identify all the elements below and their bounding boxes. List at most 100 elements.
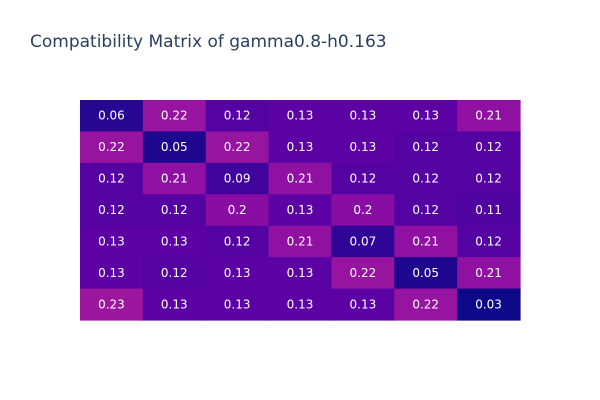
heatmap-cell-r5-c5: [331, 225, 395, 258]
heatmap-cell-r2-c7: [457, 131, 521, 164]
heatmap-cell-r5-c3: [205, 225, 270, 258]
heatmap-cell-label-r3-c7: 0.12: [475, 172, 502, 186]
heatmap-cell-r1-c2: [142, 100, 207, 133]
heatmap-cell-label-r2-c2: 0.05: [161, 140, 188, 154]
heatmap-cell-r4-c6: [394, 194, 458, 227]
heatmap-cell-r3-c6: [394, 162, 458, 195]
heatmap-cell-r2-c4: [268, 131, 333, 164]
heatmap-cell-r4-c3: [205, 194, 270, 227]
heatmap-cell-r3-c7: [457, 162, 521, 195]
heatmap-cell-r1-c6: [394, 100, 458, 133]
heatmap-cell-r2-c3: [205, 131, 270, 164]
heatmap-cell-r4-c1: [80, 194, 144, 227]
heatmap-cell-r1-c4: [268, 100, 333, 133]
heatmap-cell-r6-c3: [205, 257, 270, 290]
heatmap-cell-label-r1-c5: 0.13: [350, 109, 377, 123]
heatmap-cell-r2-c1: [80, 131, 144, 164]
heatmap-cell-label-r2-c1: 0.22: [98, 140, 125, 154]
chart-title: Compatibility Matrix of gamma0.8-h0.163: [30, 32, 387, 52]
heatmap-cell-label-r5-c7: 0.12: [475, 234, 502, 248]
heatmap-cell-r4-c4: [268, 194, 333, 227]
heatmap-cell-label-r3-c3: 0.09: [224, 172, 251, 186]
heatmap-cell-label-r6-c3: 0.13: [224, 266, 251, 280]
heatmap-cell-r5-c4: [268, 225, 333, 258]
heatmap-cell-label-r3-c6: 0.12: [412, 172, 439, 186]
heatmap-cell-r7-c6: [394, 288, 458, 321]
heatmap-cell-label-r6-c6: 0.05: [412, 266, 439, 280]
heatmap-cell-label-r7-c7: 0.03: [475, 297, 502, 311]
heatmap-cell-r7-c3: [205, 288, 270, 321]
heatmap-cell-label-r2-c4: 0.13: [287, 140, 314, 154]
heatmap-cell-label-r4-c1: 0.12: [98, 203, 125, 217]
heatmap-cell-label-r7-c4: 0.13: [287, 297, 314, 311]
heatmap-cell-label-r7-c3: 0.13: [224, 297, 251, 311]
heatmap-cell-label-r5-c5: 0.07: [350, 234, 377, 248]
heatmap-cell-label-r1-c4: 0.13: [287, 109, 314, 123]
heatmap-cell-r7-c2: [142, 288, 207, 321]
heatmap-cell-r2-c2: [142, 131, 207, 164]
heatmap-labels: 0.06 0.22 0.12 0.13 0.13 0.13 0.21 0.22 0.05 0.22…: [98, 109, 502, 312]
heatmap-cell-label-r6-c5: 0.22: [350, 266, 377, 280]
heatmap-cells: [80, 100, 521, 321]
heatmap-cell-label-r7-c2: 0.13: [161, 297, 188, 311]
heatmap-cell-label-r1-c3: 0.12: [224, 109, 251, 123]
heatmap-cell-label-r6-c4: 0.13: [287, 266, 314, 280]
heatmap-cell-label-r5-c2: 0.13: [161, 234, 188, 248]
heatmap-cell-label-r2-c5: 0.13: [350, 140, 377, 154]
heatmap-cell-label-r5-c3: 0.12: [224, 234, 251, 248]
heatmap-cell-r5-c1: [80, 225, 144, 258]
heatmap-cell-label-r3-c1: 0.12: [98, 172, 125, 186]
heatmap-cell-label-r3-c4: 0.21: [287, 172, 314, 186]
heatmap-cell-label-r4-c3: 0.2: [228, 203, 247, 217]
heatmap-cell-r7-c5: [331, 288, 395, 321]
heatmap-cell-r2-c5: [331, 131, 395, 164]
heatmap-cell-r1-c1: [80, 100, 144, 133]
heatmap-cell-r1-c5: [331, 100, 395, 133]
heatmap-cell-r2-c6: [394, 131, 458, 164]
heatmap-cell-label-r3-c5: 0.12: [350, 172, 377, 186]
heatmap-cell-label-r6-c2: 0.12: [161, 266, 188, 280]
heatmap-cell-r5-c7: [457, 225, 521, 258]
heatmap-cell-r7-c7: [457, 288, 521, 321]
heatmap-cell-label-r4-c5: 0.2: [353, 203, 372, 217]
heatmap-cell-label-r3-c2: 0.21: [161, 172, 188, 186]
heatmap-cell-r5-c6: [394, 225, 458, 258]
heatmap-cell-label-r7-c6: 0.22: [412, 297, 439, 311]
heatmap-cell-label-r5-c4: 0.21: [287, 234, 314, 248]
heatmap-cell-label-r7-c1: 0.23: [98, 297, 125, 311]
heatmap-cell-label-r5-c1: 0.13: [98, 234, 125, 248]
heatmap-cell-r6-c4: [268, 257, 333, 290]
heatmap-cell-label-r7-c5: 0.13: [350, 297, 377, 311]
heatmap-cell-r1-c3: [205, 100, 270, 133]
heatmap-cell-label-r4-c6: 0.12: [412, 203, 439, 217]
heatmap-cell-r6-c5: [331, 257, 395, 290]
heatmap-cell-r4-c2: [142, 194, 207, 227]
heatmap-cell-label-r6-c1: 0.13: [98, 266, 125, 280]
heatmap-cell-r6-c6: [394, 257, 458, 290]
heatmap-cell-label-r1-c1: 0.06: [98, 109, 125, 123]
heatmap-cell-label-r4-c2: 0.12: [161, 203, 188, 217]
heatmap-cell-label-r1-c6: 0.13: [412, 109, 439, 123]
heatmap-cell-r3-c1: [80, 162, 144, 195]
heatmap-cell-label-r1-c7: 0.21: [475, 109, 502, 123]
heatmap-cell-r7-c4: [268, 288, 333, 321]
heatmap-cell-r4-c5: [331, 194, 395, 227]
heatmap-cell-r3-c4: [268, 162, 333, 195]
heatmap-cell-label-r2-c7: 0.12: [475, 140, 502, 154]
heatmap-cell-r3-c5: [331, 162, 395, 195]
heatmap-cell-r6-c1: [80, 257, 144, 290]
heatmap-cell-r3-c2: [142, 162, 207, 195]
heatmap-cell-label-r2-c6: 0.12: [412, 140, 439, 154]
heatmap-cell-r3-c3: [205, 162, 270, 195]
heatmap-cell-label-r2-c3: 0.22: [224, 140, 251, 154]
heatmap-cell-r7-c1: [80, 288, 144, 321]
heatmap-cell-r4-c7: [457, 194, 521, 227]
heatmap-cell-r6-c7: [457, 257, 521, 290]
heatmap-cell-label-r4-c7: 0.11: [475, 203, 502, 217]
heatmap-cell-label-r4-c4: 0.13: [287, 203, 314, 217]
heatmap-cell-r6-c2: [142, 257, 207, 290]
heatmap-cell-label-r1-c2: 0.22: [161, 109, 188, 123]
heatmap-cell-label-r5-c6: 0.21: [412, 234, 439, 248]
